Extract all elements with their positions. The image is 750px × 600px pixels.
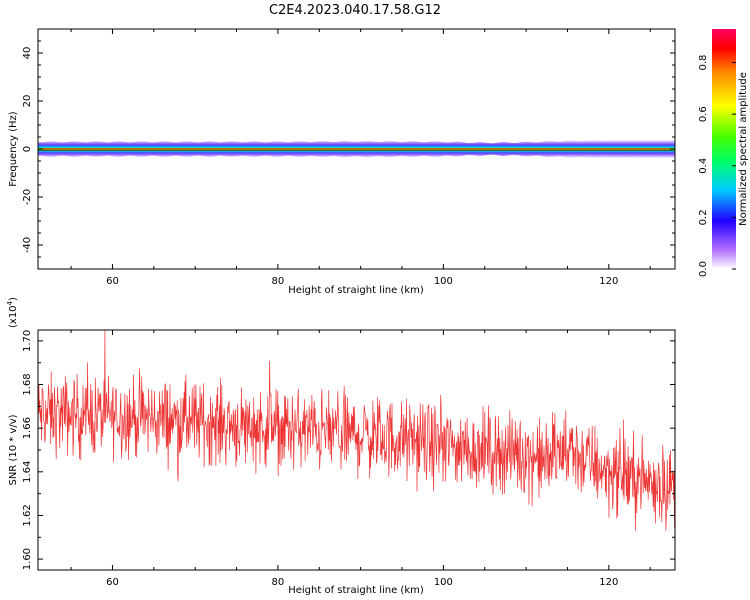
snr-ytick-label: 1.60 — [22, 548, 33, 570]
spectrogram-xtick-label: 80 — [272, 276, 285, 287]
spectrogram-ytick-label: -40 — [22, 237, 33, 253]
colorbar-tick-label: 0.4 — [698, 158, 709, 174]
figure-title: C2E4.2023.040.17.58.G12 — [269, 3, 441, 18]
spectrogram-panel: 60 80 100 120 -40 -20 0 20 40 Height of straight… — [8, 28, 676, 296]
snr-series-line — [37, 329, 676, 531]
colorbar-ticks: 0.0 0.2 0.4 0.6 0.8 — [698, 55, 736, 277]
spectrogram-xtick-label: 100 — [434, 276, 453, 287]
spectrogram-ytick-label: -20 — [22, 189, 33, 205]
snr-xtick-label: 120 — [599, 577, 618, 588]
spectrogram-ticks: 60 80 100 120 -40 -20 0 20 40 — [22, 29, 675, 287]
spectrogram-ytick-label: 40 — [22, 47, 33, 60]
snr-xlabel: Height of straight line (km) — [288, 585, 424, 596]
colorbar-tick-label: 0.8 — [698, 55, 709, 71]
spectrogram-ylabel: Frequency (Hz) — [8, 111, 19, 187]
spectrogram-xtick-label: 60 — [106, 276, 119, 287]
colorbar-gradient — [712, 29, 736, 269]
snr-ytick-label: 1.66 — [22, 417, 33, 439]
snr-ytick-label: 1.62 — [22, 504, 33, 526]
spectrogram-frame — [37, 28, 676, 270]
spectrogram-ytick-label: 20 — [22, 95, 33, 108]
snr-frame — [37, 329, 676, 571]
spectrogram-xlabel: Height of straight line (km) — [288, 285, 424, 296]
snr-ylabel: SNR (10 * v/v) — [8, 414, 19, 485]
snr-xtick-label: 80 — [272, 577, 285, 588]
snr-ytick-label: 1.64 — [22, 461, 33, 483]
spectrogram-ytick-label: 0 — [22, 146, 33, 152]
snr-xtick-label: 60 — [106, 577, 119, 588]
snr-panel: 60 80 100 120 1.60 1.62 1.64 1.66 1.68 1.70 Heigh… — [6, 297, 676, 596]
colorbar-label: Normalized spectral amplitude — [738, 72, 749, 226]
snr-ytick-label: 1.70 — [22, 330, 33, 352]
snr-xtick-label: 100 — [434, 577, 453, 588]
snr-ticks: 60 80 100 120 1.60 1.62 1.64 1.66 1.68 1.70 — [22, 330, 675, 588]
colorbar: 0.0 0.2 0.4 0.6 0.8 Normalized spectral ampl… — [698, 29, 749, 277]
colorbar-tick-label: 0.2 — [698, 209, 709, 225]
spectrogram-xtick-label: 120 — [599, 276, 618, 287]
colorbar-tick-label: 0.6 — [698, 106, 709, 122]
snr-ytick-label: 1.68 — [22, 373, 33, 395]
snr-scale-note: (x104) — [6, 297, 19, 328]
colorbar-tick-label: 0.0 — [698, 261, 709, 277]
